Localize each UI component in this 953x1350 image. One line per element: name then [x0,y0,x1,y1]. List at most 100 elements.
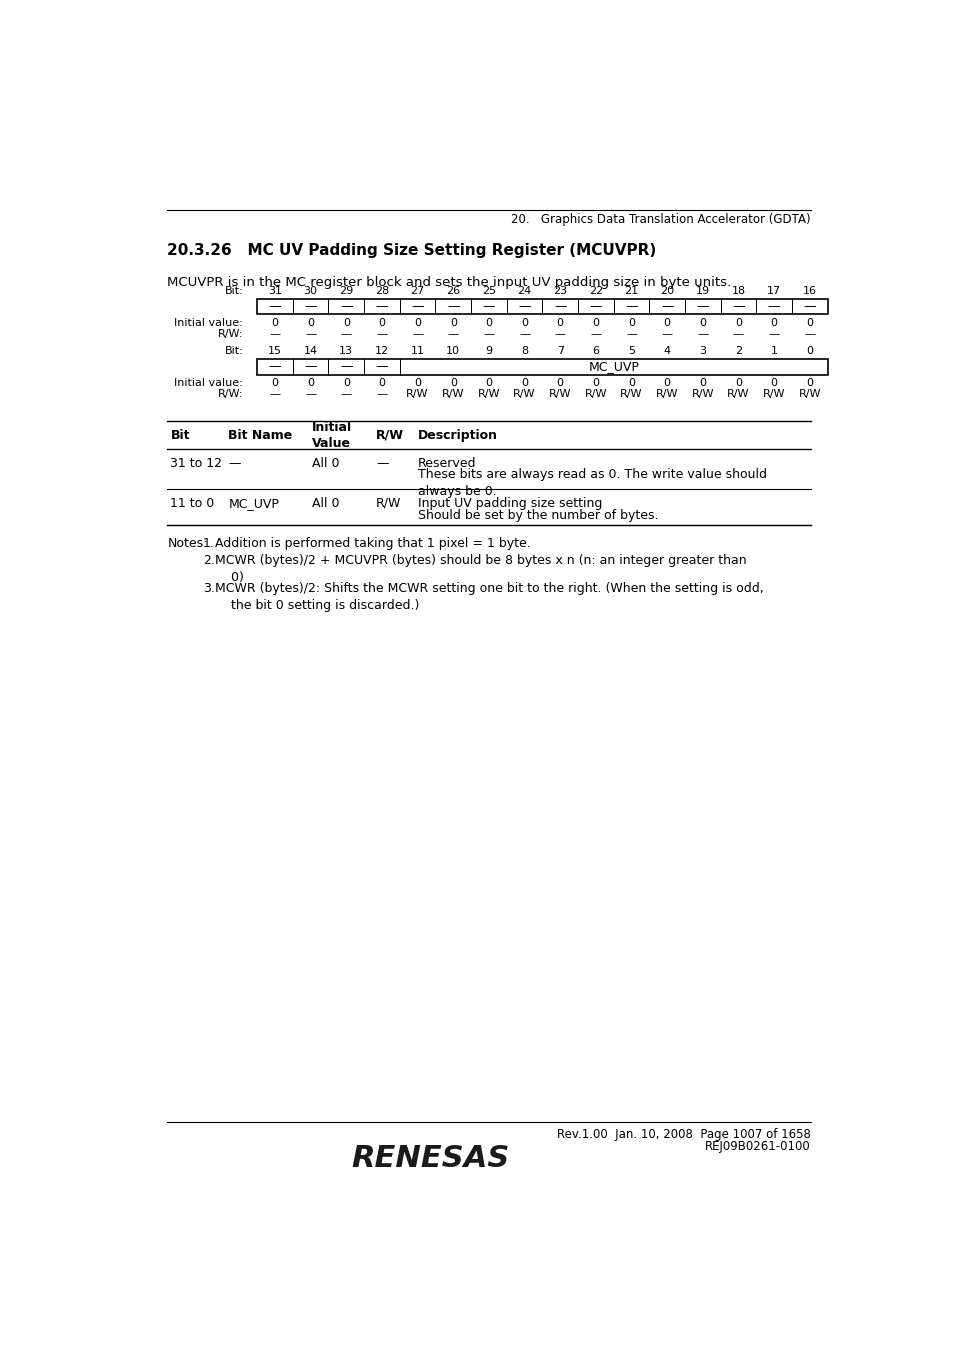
Text: —: — [340,389,352,398]
Text: 0: 0 [414,319,420,328]
Text: 0: 0 [805,378,812,387]
Text: —: — [269,328,280,339]
Text: 23: 23 [553,286,567,297]
Text: Addition is performed taking that 1 pixel = 1 byte.: Addition is performed taking that 1 pixe… [215,537,531,549]
Text: 25: 25 [481,286,496,297]
Text: —: — [228,456,240,470]
Text: 27: 27 [410,286,424,297]
Text: 0: 0 [520,378,528,387]
Text: R/W: R/W [513,389,536,398]
Text: Bit:: Bit: [224,286,243,297]
Text: 1: 1 [770,347,777,356]
Text: —: — [304,300,316,313]
Text: 2: 2 [734,347,741,356]
Text: —: — [305,328,315,339]
Text: 6: 6 [592,347,598,356]
Text: 0: 0 [770,319,777,328]
Text: 28: 28 [375,286,389,297]
Text: All 0: All 0 [312,497,339,510]
Text: 0: 0 [307,319,314,328]
Text: —: — [411,300,423,313]
Text: R/W: R/W [584,389,606,398]
Text: 31 to 12: 31 to 12 [171,456,222,470]
Text: 0: 0 [663,378,670,387]
Text: R/W: R/W [619,389,642,398]
Text: 29: 29 [339,286,353,297]
Text: R/W: R/W [798,389,821,398]
Text: —: — [590,328,600,339]
Text: —: — [340,328,352,339]
Text: R/W: R/W [406,389,429,398]
Text: —: — [376,328,387,339]
Text: 0: 0 [592,378,598,387]
Text: —: — [447,300,459,313]
Text: —: — [554,300,566,313]
Text: —: — [767,300,780,313]
Text: 11: 11 [410,347,424,356]
Text: R/W: R/W [691,389,714,398]
Text: —: — [447,328,458,339]
Text: —: — [589,300,601,313]
Text: —: — [517,300,530,313]
Text: —: — [661,328,672,339]
Text: 8: 8 [520,347,528,356]
Text: —: — [625,328,637,339]
Text: —: — [375,300,388,313]
Text: These bits are always read as 0. The write value should
always be 0.: These bits are always read as 0. The wri… [417,468,766,498]
Text: 10: 10 [446,347,459,356]
Text: —: — [375,456,388,470]
Text: —: — [269,389,280,398]
Text: 30: 30 [303,286,317,297]
Text: 0: 0 [485,378,492,387]
Text: —: — [732,300,744,313]
Text: 0: 0 [557,378,563,387]
Text: 0: 0 [734,319,741,328]
Text: 22: 22 [588,286,602,297]
Text: R/W: R/W [656,389,678,398]
Text: —: — [304,360,316,374]
Text: 0: 0 [342,378,350,387]
Text: Description: Description [417,429,497,441]
Text: MCWR (bytes)/2: Shifts the MCWR setting one bit to the right. (When the setting : MCWR (bytes)/2: Shifts the MCWR setting … [215,582,763,612]
Text: R/W:: R/W: [217,389,243,398]
Text: 0: 0 [342,319,350,328]
Text: —: — [803,328,815,339]
Text: Should be set by the number of bytes.: Should be set by the number of bytes. [417,509,658,521]
Bar [257,300,827,315]
Text: 0: 0 [272,378,278,387]
Text: 0: 0 [592,319,598,328]
Text: 20.3.26   MC UV Padding Size Setting Register (MCUVPR): 20.3.26 MC UV Padding Size Setting Regis… [167,243,656,258]
Text: 16: 16 [801,286,816,297]
Text: Bit: Bit [171,429,190,441]
Text: MCWR (bytes)/2 + MCUVPR (bytes) should be 8 bytes x n (n: an integer greater tha: MCWR (bytes)/2 + MCUVPR (bytes) should b… [215,554,746,585]
Bar [257,359,827,374]
Text: 21: 21 [624,286,638,297]
Text: 1.: 1. [203,537,214,549]
Text: Initial value:: Initial value: [174,378,243,387]
Text: Initial
Value: Initial Value [312,421,352,450]
Text: 13: 13 [339,347,353,356]
Text: —: — [696,300,708,313]
Text: —: — [697,328,708,339]
Text: —: — [554,328,565,339]
Text: Input UV padding size setting: Input UV padding size setting [417,497,601,510]
Text: RENESAS: RENESAS [352,1143,510,1173]
Text: 2.: 2. [203,554,214,567]
Text: 5: 5 [627,347,635,356]
Text: Bit:: Bit: [224,347,243,356]
Text: —: — [482,300,495,313]
Text: 31: 31 [268,286,282,297]
Text: 0: 0 [557,319,563,328]
Text: 0: 0 [307,378,314,387]
Text: 18: 18 [731,286,744,297]
Text: Reserved: Reserved [417,456,476,470]
Text: 20: 20 [659,286,674,297]
Text: MC_UVP: MC_UVP [228,497,279,510]
Text: 9: 9 [485,347,492,356]
Text: R/W: R/W [726,389,749,398]
Text: 0: 0 [699,378,705,387]
Text: R/W: R/W [375,497,401,510]
Text: —: — [732,328,743,339]
Text: 0: 0 [663,319,670,328]
Text: 3: 3 [699,347,705,356]
